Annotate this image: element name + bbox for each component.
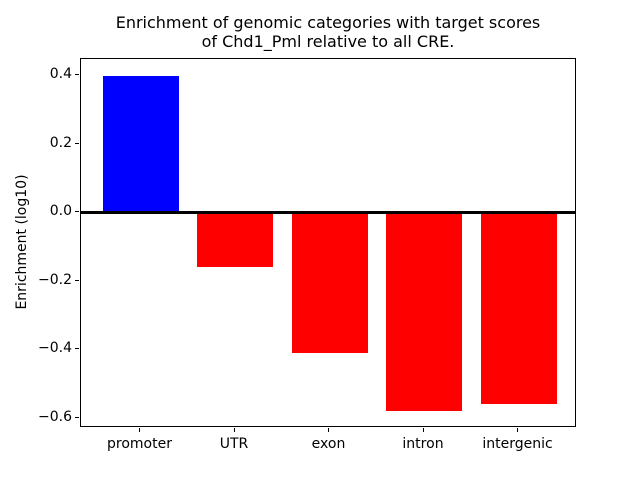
y-tick-mark [75,348,79,350]
x-tick-mark [422,428,424,432]
x-tick-label-promoter: promoter [107,436,172,452]
x-tick-label-intergenic: intergenic [482,436,553,452]
x-tick-label-UTR: UTR [219,436,249,452]
y-tick-mark [75,74,79,76]
y-tick-mark [75,211,79,213]
zero-baseline [81,211,575,215]
y-tick-mark [75,416,79,418]
y-tick-mark [75,142,79,144]
y-tick-label: 0.0 [49,203,72,220]
x-tick-mark [328,428,329,432]
x-tick-mark [139,428,140,432]
bar-exon [291,212,368,354]
bar-UTR [197,212,273,268]
y-tick-label: −0.6 [38,408,72,425]
y-tick-label: 0.2 [49,134,72,151]
bar-promoter [102,75,179,213]
plot-area [80,58,576,427]
y-axis-label: Enrichment (log10) [14,174,30,310]
x-tick-mark [517,428,518,432]
y-tick-label: −0.2 [38,271,72,288]
y-tick-label: 0.4 [49,66,72,83]
bar-intron [386,212,462,412]
x-tick-label-exon: exon [311,436,346,452]
x-tick-mark [233,428,235,432]
bar-intergenic [480,212,557,405]
y-tick-label: −0.4 [38,340,72,357]
x-tick-label-intron: intron [402,436,444,452]
chart-title: Enrichment of genomic categories with ta… [115,13,541,51]
y-tick-mark [75,279,79,281]
